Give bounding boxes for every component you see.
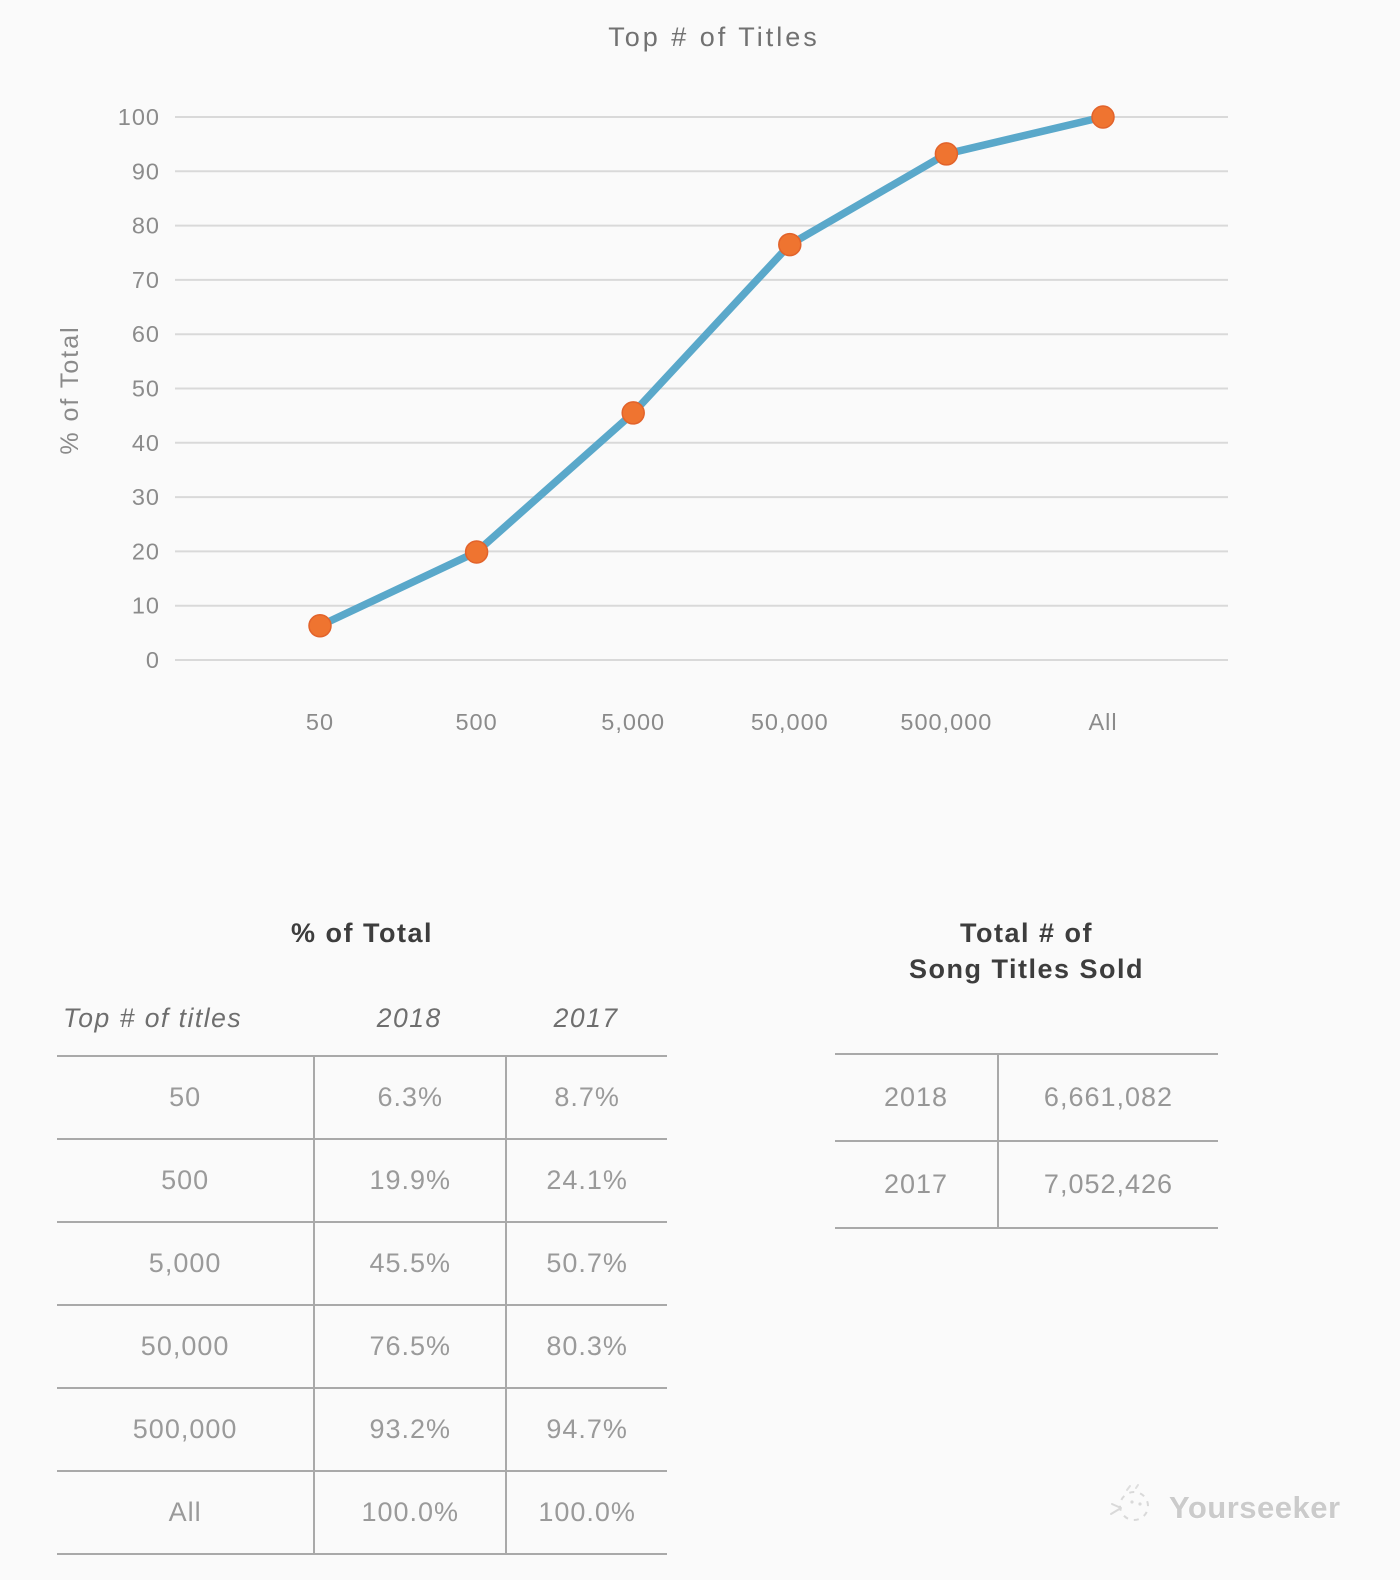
table-row: 5,000 45.5% 50.7%: [57, 1223, 667, 1306]
chart-title: Top # of Titles: [608, 22, 820, 52]
totals-table-title-line2: Song Titles Sold: [908, 954, 1145, 984]
table-cell: 6,661,082: [997, 1055, 1218, 1140]
table-row: 50,000 76.5% 80.3%: [57, 1306, 667, 1389]
data-point-marker: [464, 540, 489, 564]
y-tick-label: 100: [118, 104, 160, 130]
table-row: 500,000 93.2% 94.7%: [57, 1389, 667, 1472]
data-point-marker: [934, 142, 959, 166]
y-tick-label: 0: [146, 647, 160, 673]
percent-table-header-2018: 2018: [376, 1003, 442, 1033]
table-cell: 500,000: [132, 1414, 238, 1444]
line-series-path: [316, 113, 1107, 630]
table-cell: 93.2%: [313, 1389, 505, 1470]
x-tick-label: 500,000: [900, 709, 992, 735]
data-point-marker: [308, 614, 332, 638]
y-tick-label: 90: [132, 158, 160, 184]
y-tick-label: 10: [132, 593, 160, 619]
percent-table-header-label: Top # of titles: [63, 1003, 243, 1033]
x-tick-label: All: [1088, 709, 1117, 735]
y-tick-label: 60: [132, 321, 160, 347]
percent-table-title: % of Total: [291, 918, 433, 948]
percent-table-body: 50 6.3% 8.7% 500 19.9% 24.1% 5,000 45.5% 50.7% 50…: [57, 1055, 667, 1555]
table-cell: 50.7%: [505, 1223, 667, 1304]
table-cell: 45.5%: [313, 1223, 505, 1304]
totals-table-body: 2018 6,661,082 2017 7,052,426: [835, 1053, 1218, 1229]
series-line-2018: [316, 113, 1107, 630]
percent-table-header-row: Top # of titles 2018 2017: [57, 1003, 667, 1034]
line-chart: Top # of Titles % of Total 0 10 20 30 40 50 60…: [56, 22, 1228, 735]
table-cell: 2018: [883, 1082, 949, 1112]
table-cell: 24.1%: [505, 1140, 667, 1221]
table-cell: 94.7%: [505, 1389, 667, 1470]
table-cell: 50,000: [140, 1331, 230, 1361]
y-tick-label: 40: [132, 430, 160, 456]
table-cell: 2017: [883, 1169, 949, 1199]
x-tick-label: 500: [455, 709, 497, 735]
y-tick-label: 30: [132, 484, 160, 510]
data-point-marker: [1091, 105, 1115, 129]
totals-table-title-line1: Total # of: [960, 918, 1093, 948]
x-tick-label: 50: [306, 709, 334, 735]
x-tick-label: 50,000: [751, 709, 829, 735]
table-cell: 100.0%: [313, 1472, 505, 1553]
table-row: All 100.0% 100.0%: [57, 1472, 667, 1555]
table-cell: 5,000: [148, 1248, 222, 1278]
watermark: Yourseeker: [1105, 1478, 1341, 1537]
data-point-marker: [621, 401, 645, 425]
table-cell: 76.5%: [313, 1306, 505, 1387]
table-cell: 500: [161, 1165, 210, 1195]
y-axis-title: % of Total: [56, 325, 84, 454]
y-tick-label: 50: [132, 376, 160, 402]
watermark-label: Yourseeker: [1169, 1489, 1341, 1525]
y-tick-label: 80: [132, 213, 160, 239]
table-cell: 19.9%: [313, 1140, 505, 1221]
table-cell: 6.3%: [313, 1057, 505, 1138]
percent-table-header-2017: 2017: [553, 1003, 619, 1033]
table-row: 2017 7,052,426: [835, 1142, 1218, 1229]
x-axis-tick-labels: 50 500 5,000 50,000 500,000 All: [306, 709, 1117, 735]
sketch-doodle-icon: [1105, 1478, 1159, 1537]
table-cell: 80.3%: [505, 1306, 667, 1387]
gridlines: [175, 116, 1228, 661]
table-cell: All: [168, 1497, 202, 1527]
percent-of-total-table: % of Total Top # of titles 2018 2017 50 6…: [57, 915, 667, 1555]
series-markers-2018: [308, 105, 1115, 638]
table-cell: 50: [169, 1082, 202, 1112]
data-point-marker: [778, 232, 802, 257]
table-row: 2018 6,661,082: [835, 1055, 1218, 1142]
totals-table-title: Total # of Song Titles Sold: [835, 915, 1218, 987]
table-row: 50 6.3% 8.7%: [57, 1057, 667, 1140]
table-row: 500 19.9% 24.1%: [57, 1140, 667, 1223]
total-titles-sold-table: Total # of Song Titles Sold 2018 6,661,08…: [835, 915, 1218, 1229]
y-axis-tick-labels: 0 10 20 30 40 50 60 70 80 90 100: [118, 104, 160, 673]
line-chart-svg: Top # of Titles % of Total 0 10 20 30 40 50 60…: [56, 22, 1228, 735]
table-cell: 100.0%: [505, 1472, 667, 1553]
y-tick-label: 20: [132, 538, 160, 564]
y-tick-label: 70: [132, 267, 160, 293]
table-cell: 7,052,426: [997, 1142, 1218, 1227]
table-cell: 8.7%: [505, 1057, 667, 1138]
x-tick-label: 5,000: [601, 709, 665, 735]
